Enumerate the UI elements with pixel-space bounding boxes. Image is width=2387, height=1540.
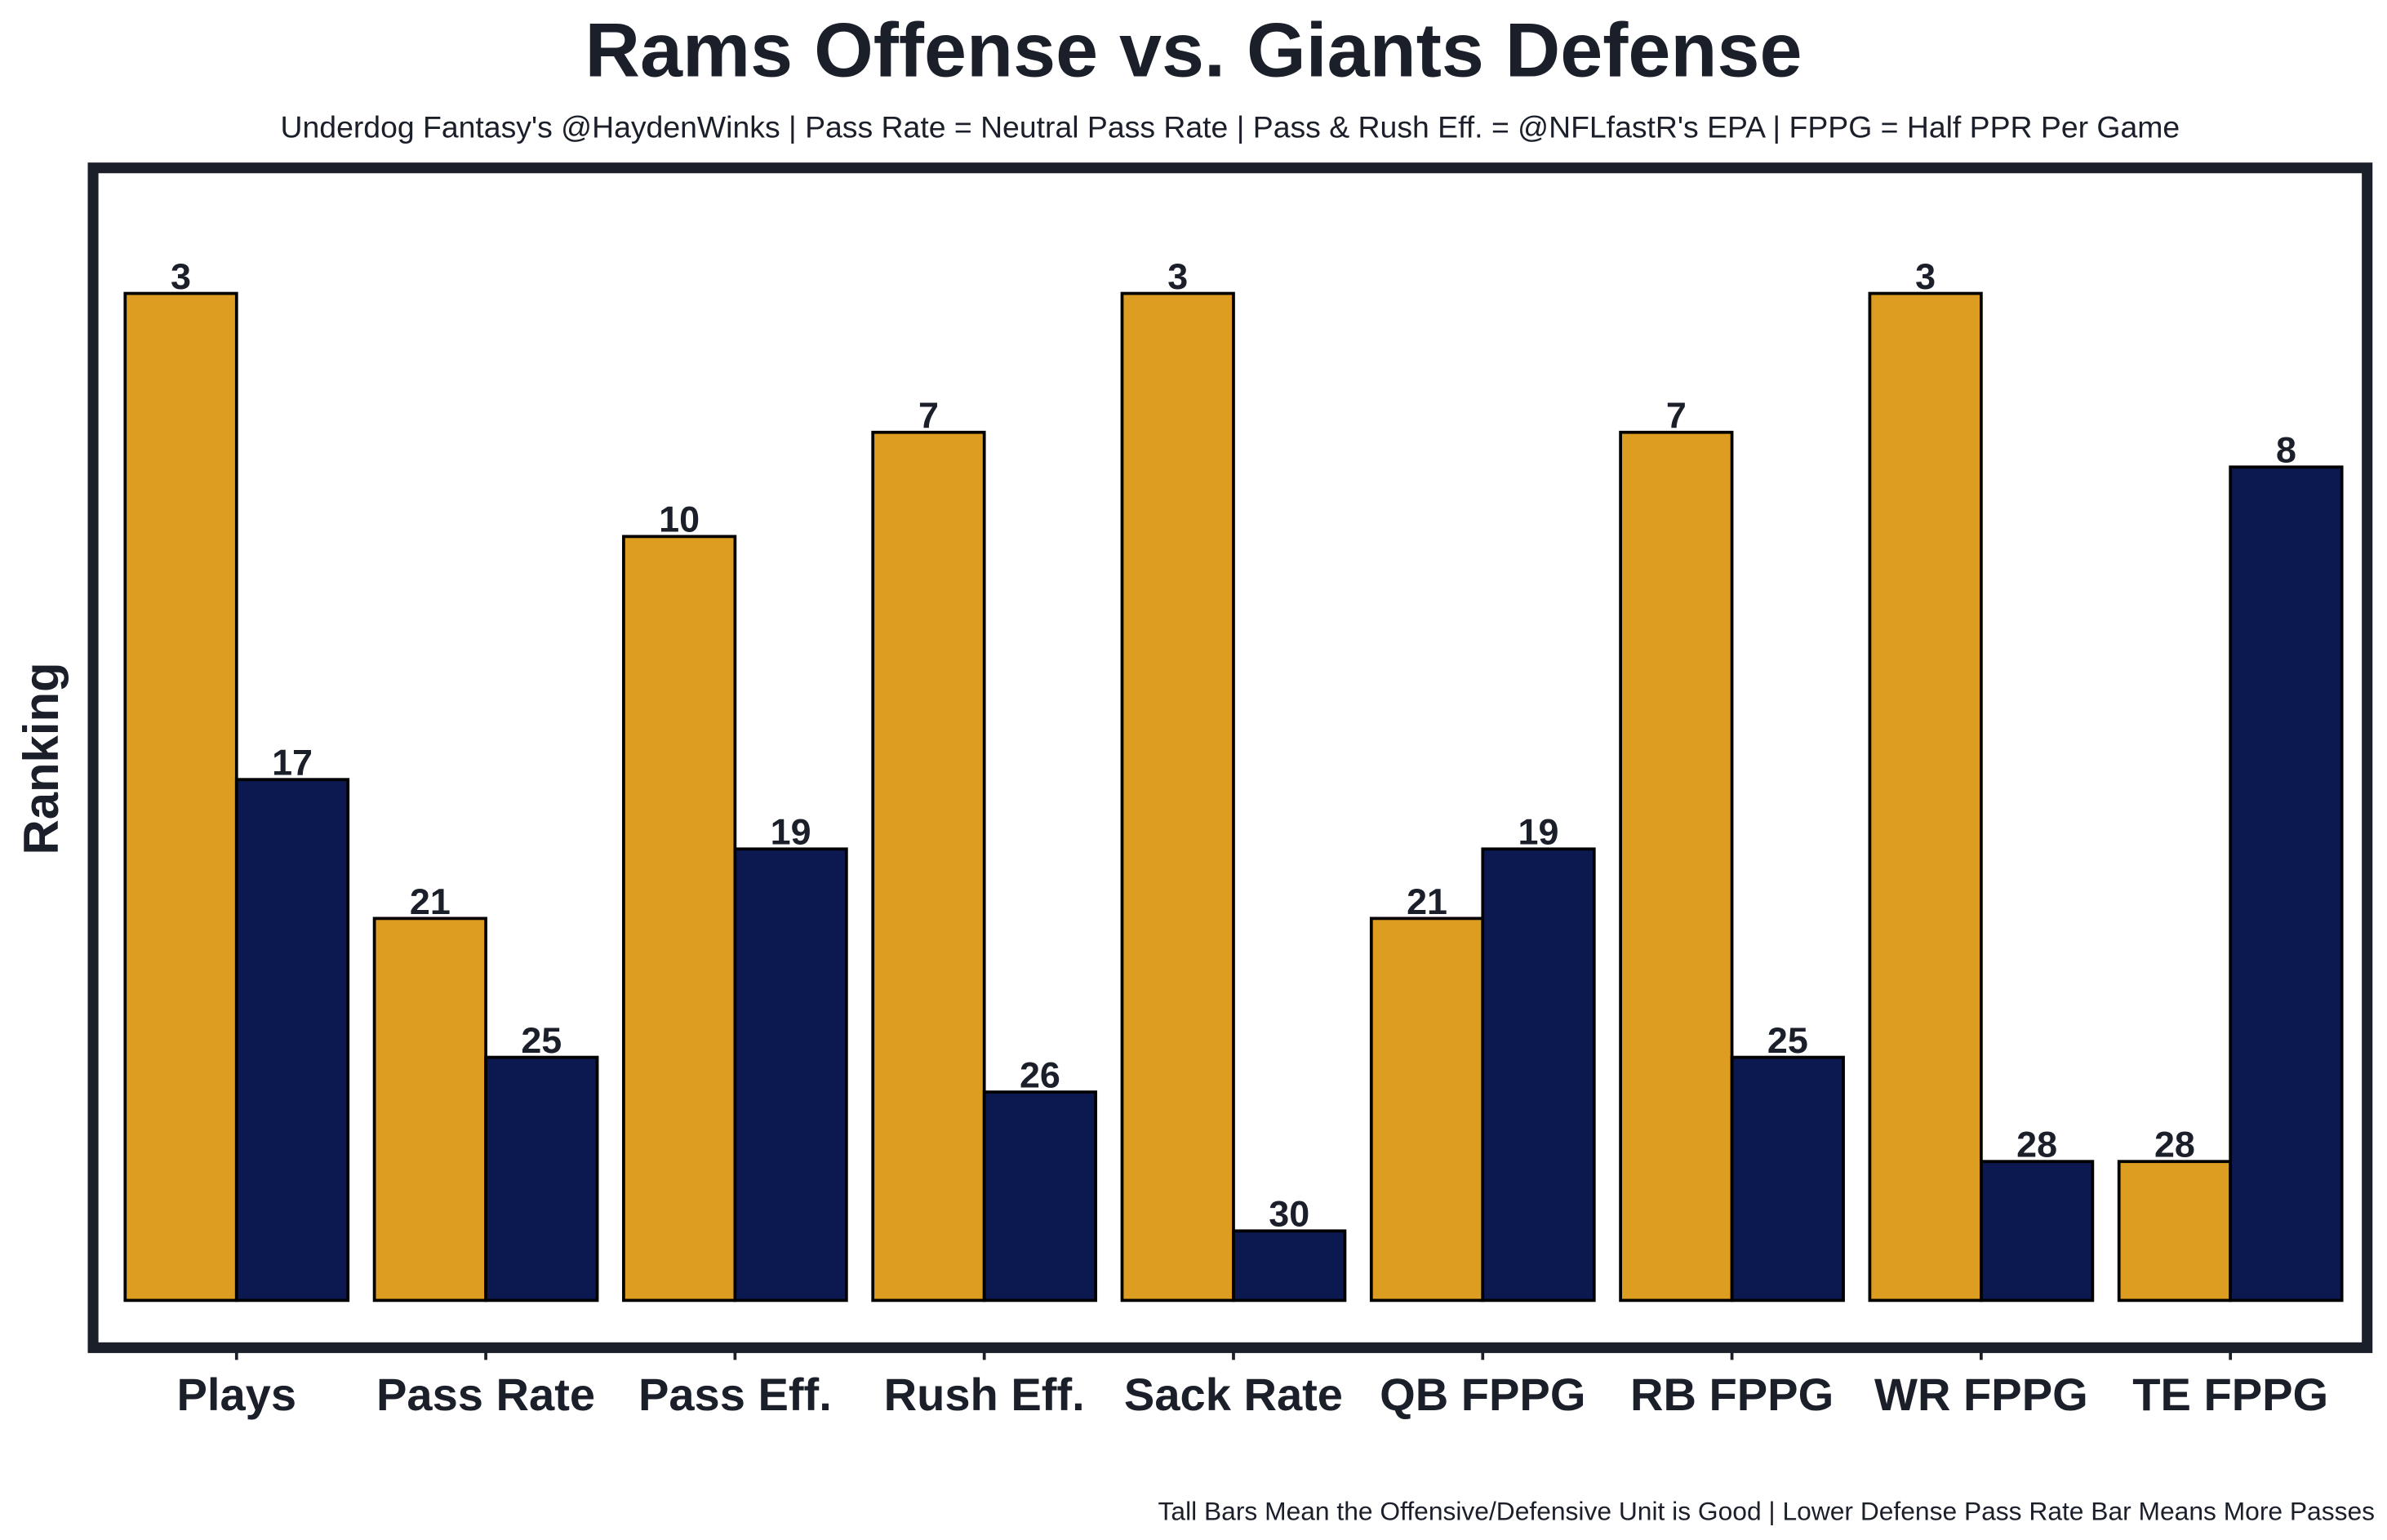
bar — [622, 535, 737, 1303]
bar — [982, 1090, 1098, 1303]
bar — [2229, 465, 2344, 1303]
x-tick-label: QB FPPG — [1380, 1369, 1585, 1420]
bar — [234, 778, 350, 1303]
x-tick-label: Pass Rate — [376, 1369, 595, 1420]
bar — [733, 847, 848, 1303]
value-label: 3 — [1915, 255, 1936, 297]
x-tick-label: WR FPPG — [1874, 1369, 2088, 1420]
bar — [1120, 291, 1235, 1303]
x-tick-label: Sack Rate — [1124, 1369, 1343, 1420]
value-label: 26 — [1020, 1054, 1060, 1095]
value-label: 3 — [171, 255, 191, 297]
value-label: 10 — [659, 499, 700, 540]
value-label: 17 — [272, 742, 313, 783]
value-label: 28 — [2154, 1124, 2195, 1165]
bar — [484, 1055, 599, 1303]
value-label: 7 — [1666, 394, 1687, 436]
value-label: 3 — [1167, 255, 1188, 297]
bar — [1369, 916, 1485, 1303]
value-label: 25 — [1767, 1019, 1808, 1061]
value-label: 21 — [1407, 881, 1447, 922]
footnote: Tall Bars Mean the Offensive/Defensive U… — [1158, 1497, 2376, 1526]
x-tick-label: Plays — [177, 1369, 297, 1420]
value-label: 28 — [2016, 1124, 2057, 1165]
bar — [1232, 1229, 1347, 1303]
y-axis-label: Ranking — [14, 662, 69, 854]
bar — [871, 430, 986, 1303]
value-label: 7 — [918, 394, 939, 436]
bar — [123, 291, 238, 1303]
chart-subtitle: Underdog Fantasy's @HaydenWinks | Pass R… — [281, 109, 2180, 144]
bar — [1980, 1160, 2095, 1303]
x-tick-label: Pass Eff. — [638, 1369, 832, 1420]
bar — [372, 916, 487, 1303]
value-label: 25 — [521, 1019, 562, 1061]
value-label: 8 — [2276, 429, 2296, 471]
value-label: 19 — [771, 811, 811, 853]
value-label: 19 — [1518, 811, 1559, 853]
plot-frame — [87, 162, 2373, 1353]
chart-title: Rams Offense vs. Giants Defense — [585, 7, 1802, 92]
bar — [1619, 430, 1734, 1303]
x-tick-label: TE FPPG — [2132, 1369, 2328, 1420]
bar — [2117, 1160, 2233, 1303]
value-label: 30 — [1269, 1193, 1309, 1235]
value-label: 21 — [410, 881, 451, 922]
x-tick-label: RB FPPG — [1630, 1369, 1834, 1420]
bar — [1481, 847, 1596, 1303]
bar — [1868, 291, 1983, 1303]
x-tick-label: Rush Eff. — [884, 1369, 1085, 1420]
bar — [1730, 1055, 1845, 1303]
